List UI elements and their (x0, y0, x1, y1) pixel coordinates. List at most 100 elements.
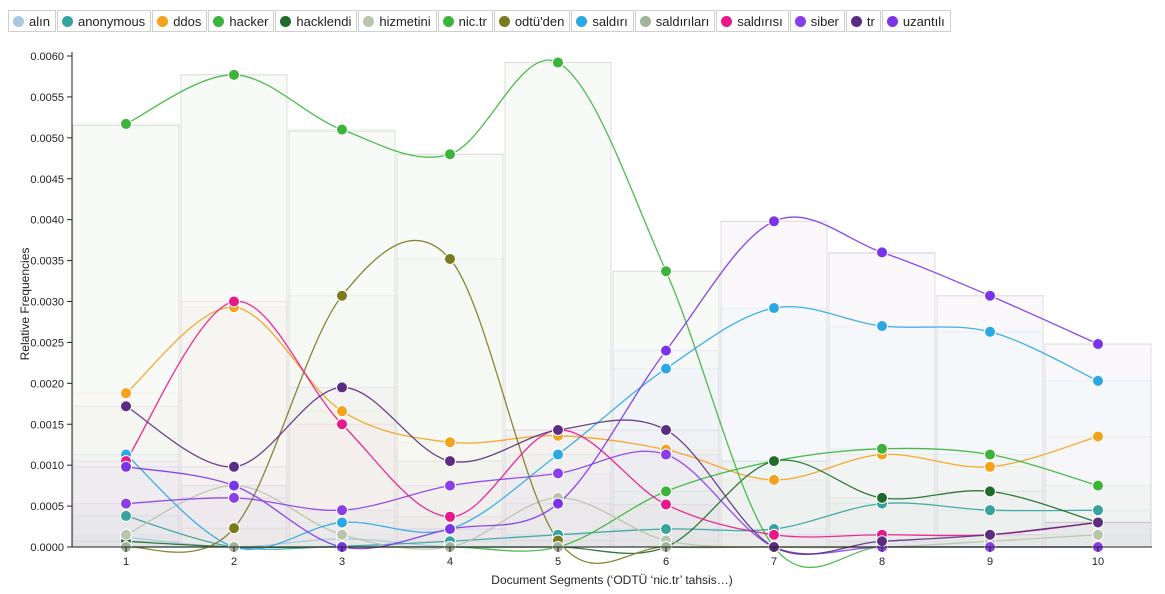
point-12-2[interactable] (336, 381, 348, 394)
point-12-3[interactable] (444, 455, 456, 468)
point-8-8[interactable] (984, 325, 996, 338)
point-7-1[interactable] (228, 522, 240, 535)
legend-item-4[interactable]: hacklendi (275, 10, 358, 32)
point-12-9[interactable] (1092, 516, 1104, 529)
point-12-1[interactable] (228, 460, 240, 473)
point-13-6[interactable] (768, 215, 780, 228)
y-tick-label: 0.0010 (30, 460, 64, 472)
point-13-8[interactable] (984, 289, 996, 302)
x-tick-label: 8 (879, 556, 885, 568)
legend-item-9[interactable]: saldırıları (634, 10, 716, 32)
x-tick-label: 7 (771, 556, 777, 568)
point-8-5[interactable] (660, 362, 672, 375)
x-tick-label: 10 (1092, 556, 1104, 568)
point-2-8[interactable] (984, 460, 996, 473)
point-13-5[interactable] (660, 344, 672, 357)
point-4-7[interactable] (876, 491, 888, 504)
point-3-9[interactable] (1092, 479, 1104, 492)
axes: 0.0000 0.0005 0.0010 0.0015 0.0020 0.0025 0.00… (30, 51, 1152, 568)
point-2-3[interactable] (444, 436, 456, 449)
point-5-0[interactable] (120, 528, 132, 541)
point-3-5[interactable] (660, 485, 672, 498)
point-6-1[interactable] (228, 68, 240, 81)
point-12-8[interactable] (984, 528, 996, 541)
point-12-0[interactable] (120, 400, 132, 413)
legend-item-6[interactable]: nic.tr (437, 10, 493, 32)
y-tick-label: 0.0015 (30, 419, 64, 431)
point-8-6[interactable] (768, 302, 780, 315)
y-tick-label: 0.0005 (30, 501, 64, 513)
series-line-10 (125, 300, 1099, 538)
point-7-2[interactable] (336, 289, 348, 302)
legend-item-13[interactable]: uzantılı (881, 10, 951, 32)
point-2-0[interactable] (120, 387, 132, 400)
legend-label: tr (866, 13, 875, 29)
point-6-5[interactable] (660, 265, 672, 278)
series-line-2 (125, 306, 1099, 481)
point-12-4[interactable] (552, 423, 564, 436)
point-8-4[interactable] (552, 448, 564, 461)
legend-swatch (61, 15, 73, 27)
point-10-1[interactable] (228, 295, 240, 308)
point-2-2[interactable] (336, 405, 348, 418)
point-6-4[interactable] (552, 56, 564, 69)
x-tick-label: 3 (339, 556, 345, 568)
point-6-3[interactable] (444, 148, 456, 161)
point-2-9[interactable] (1092, 430, 1104, 443)
point-13-9[interactable] (1092, 338, 1104, 351)
point-11-0[interactable] (120, 497, 132, 510)
y-tick-label: 0.0025 (30, 337, 64, 349)
point-10-3[interactable] (444, 510, 456, 523)
legend-item-2[interactable]: ddos (152, 10, 208, 32)
point-10-5[interactable] (660, 498, 672, 511)
point-11-3[interactable] (444, 479, 456, 492)
point-10-6[interactable] (768, 528, 780, 541)
legend-item-10[interactable]: saldırısı (716, 10, 789, 32)
legend-label: saldırı (592, 13, 628, 29)
point-11-2[interactable] (336, 504, 348, 517)
point-10-2[interactable] (336, 418, 348, 431)
legend-item-5[interactable]: hizmetini (358, 10, 437, 32)
point-3-8[interactable] (984, 448, 996, 461)
legend-item-3[interactable]: hacker (208, 10, 275, 32)
point-12-7[interactable] (876, 535, 888, 548)
legend-swatch (13, 15, 24, 27)
legend-label: anonymous (77, 13, 146, 29)
point-1-9[interactable] (1092, 504, 1104, 517)
point-11-1[interactable] (228, 491, 240, 504)
series-line-1 (125, 502, 1099, 550)
point-4-8[interactable] (984, 485, 996, 498)
point-11-4[interactable] (552, 467, 564, 480)
point-5-2[interactable] (336, 528, 348, 541)
point-6-0[interactable] (120, 117, 132, 130)
legend-item-11[interactable]: siber (789, 10, 845, 32)
segment-bar-2 (288, 130, 396, 548)
point-8-9[interactable] (1092, 374, 1104, 387)
legend-item-0[interactable]: alın (8, 10, 56, 32)
point-1-0[interactable] (120, 509, 132, 522)
point-3-7[interactable] (876, 442, 888, 455)
point-5-9[interactable] (1092, 528, 1104, 541)
point-1-5[interactable] (660, 522, 672, 535)
point-13-3[interactable] (444, 522, 456, 535)
series-line-13 (125, 216, 1099, 550)
point-1-8[interactable] (984, 504, 996, 517)
point-8-7[interactable] (876, 320, 888, 333)
point-13-4[interactable] (552, 497, 564, 510)
point-13-0[interactable] (120, 460, 132, 473)
point-6-2[interactable] (336, 123, 348, 136)
point-13-1[interactable] (228, 479, 240, 492)
point-8-2[interactable] (336, 516, 348, 529)
legend-label: uzantılı (902, 13, 945, 29)
legend-item-8[interactable]: saldırı (571, 10, 634, 32)
legend-item-12[interactable]: tr (845, 10, 881, 32)
point-13-7[interactable] (876, 246, 888, 259)
point-12-5[interactable] (660, 423, 672, 436)
legend-item-7[interactable]: odtü'den (493, 10, 571, 32)
point-11-5[interactable] (660, 448, 672, 461)
legend-item-1[interactable]: anonymous (56, 10, 152, 32)
point-7-3[interactable] (444, 252, 456, 265)
point-4-6[interactable] (768, 455, 780, 468)
point-2-6[interactable] (768, 473, 780, 486)
